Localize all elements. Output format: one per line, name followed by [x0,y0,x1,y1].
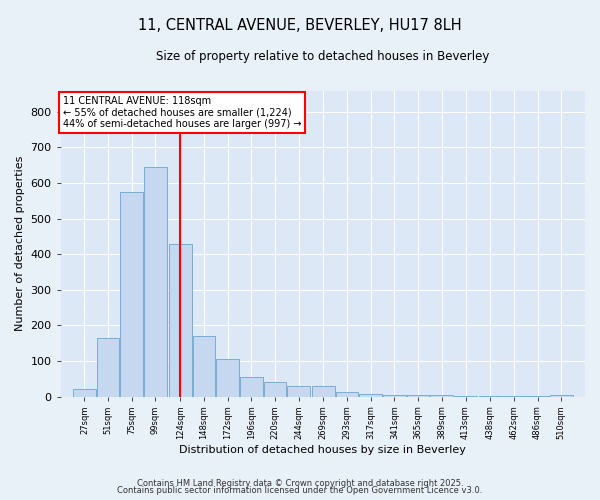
Y-axis label: Number of detached properties: Number of detached properties [15,156,25,331]
Bar [287,386,310,396]
Bar [144,167,167,396]
Bar [335,392,358,396]
Bar [97,338,119,396]
Bar [193,336,215,396]
Bar [263,382,286,396]
Bar [121,192,143,396]
Bar [73,390,96,396]
X-axis label: Distribution of detached houses by size in Beverley: Distribution of detached houses by size … [179,445,466,455]
Bar [359,394,382,396]
Title: Size of property relative to detached houses in Beverley: Size of property relative to detached ho… [156,50,490,63]
Bar [407,395,430,396]
Text: 11 CENTRAL AVENUE: 118sqm
← 55% of detached houses are smaller (1,224)
44% of se: 11 CENTRAL AVENUE: 118sqm ← 55% of detac… [62,96,301,129]
Bar [383,395,406,396]
Bar [550,395,572,396]
Text: Contains public sector information licensed under the Open Government Licence v3: Contains public sector information licen… [118,486,482,495]
Bar [169,244,191,396]
Text: Contains HM Land Registry data © Crown copyright and database right 2025.: Contains HM Land Registry data © Crown c… [137,478,463,488]
Text: 11, CENTRAL AVENUE, BEVERLEY, HU17 8LH: 11, CENTRAL AVENUE, BEVERLEY, HU17 8LH [138,18,462,32]
Bar [312,386,335,396]
Bar [240,377,263,396]
Bar [216,359,239,397]
